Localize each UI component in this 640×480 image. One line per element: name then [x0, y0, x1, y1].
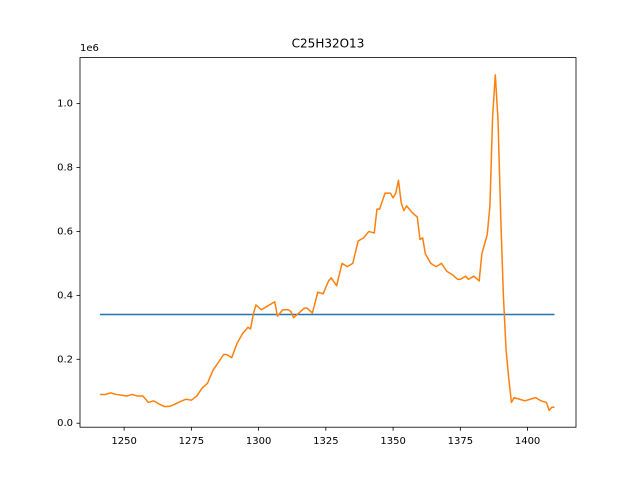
y-offset-label: 1e6 [80, 43, 99, 54]
x-tick-label: 1325 [313, 436, 338, 447]
y-tick-label: 0.2 [57, 354, 73, 365]
x-tick-label: 1300 [246, 436, 271, 447]
y-tick-label: 0.6 [57, 226, 73, 237]
x-tick-label: 1250 [111, 436, 136, 447]
x-tick-label: 1375 [448, 436, 473, 447]
x-tick-label: 1275 [179, 436, 204, 447]
chart-title: C25H32O13 [292, 37, 365, 51]
plot-frame [79, 57, 577, 428]
data-line [99, 74, 555, 412]
y-tick-label: 0.8 [57, 163, 73, 174]
y-tick-label: 0.4 [57, 290, 73, 301]
y-tick-label: 0.0 [57, 418, 73, 429]
x-tick-label: 1350 [380, 436, 405, 447]
x-tick-label: 1400 [515, 436, 540, 447]
y-tick-label: 1.0 [57, 99, 73, 110]
